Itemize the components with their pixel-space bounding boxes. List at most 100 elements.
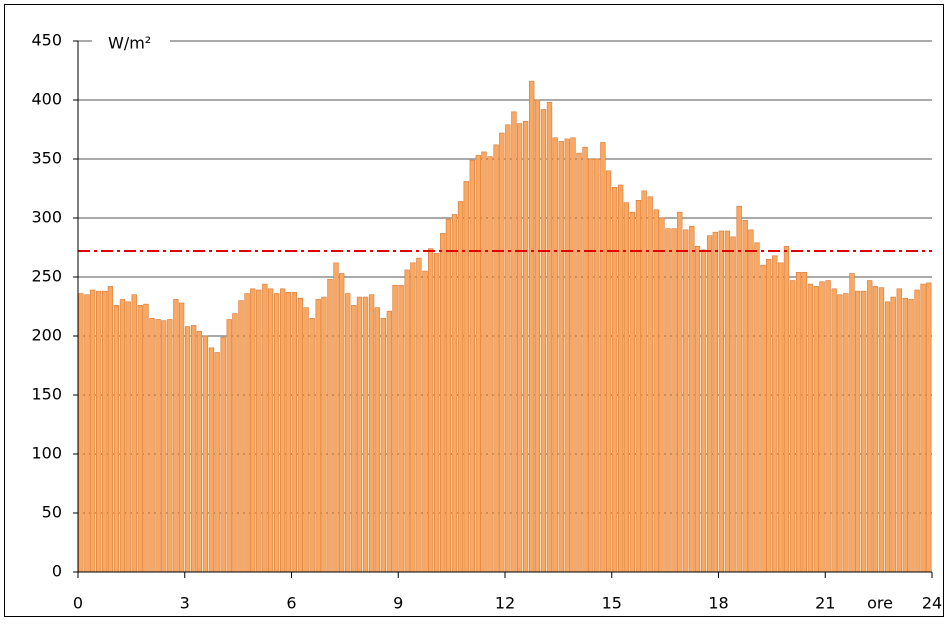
bar (356, 296, 363, 573)
bar (926, 282, 932, 573)
bar (102, 290, 108, 573)
y-tick-label: 350 (31, 149, 62, 168)
bar (683, 229, 689, 573)
y-tick-label: 400 (31, 90, 62, 109)
bar (256, 289, 262, 573)
bar (493, 144, 499, 573)
bar (540, 109, 547, 573)
bar (677, 211, 683, 573)
bar (914, 289, 920, 573)
bar (155, 319, 161, 573)
bar (671, 228, 677, 573)
bar (137, 305, 143, 573)
bar (250, 288, 256, 573)
bar (410, 262, 416, 573)
bar (481, 151, 487, 573)
x-axis-label: ore (867, 594, 893, 613)
bar (339, 273, 345, 573)
x-tick-label: 24 (922, 594, 942, 613)
bar (570, 137, 576, 573)
bar (167, 319, 173, 573)
y-tick-label: 100 (31, 444, 62, 463)
bar (173, 299, 179, 573)
bar (801, 271, 807, 573)
y-tick-label: 300 (31, 208, 62, 227)
bar (149, 317, 155, 573)
x-tick-label: 6 (286, 594, 296, 613)
bar (712, 231, 718, 573)
bar (890, 296, 896, 573)
bar (202, 335, 209, 573)
bar (487, 156, 493, 573)
bar (351, 305, 357, 573)
bar (600, 142, 606, 573)
bar (594, 158, 600, 573)
bar (398, 284, 404, 573)
bar (427, 248, 434, 573)
bar (297, 297, 304, 573)
bar (368, 294, 375, 573)
bar (362, 296, 369, 573)
bar (303, 307, 309, 573)
bar (161, 320, 167, 573)
bar (522, 120, 529, 573)
bar (908, 299, 914, 573)
bar (226, 319, 232, 573)
bar (469, 159, 475, 573)
bar (920, 283, 926, 573)
bar (813, 286, 820, 573)
x-tick-label: 15 (602, 594, 622, 613)
bar (611, 187, 618, 573)
bar (772, 255, 778, 573)
bar (113, 305, 120, 573)
x-tick-label: 18 (708, 594, 728, 613)
bar (125, 301, 131, 573)
bar (315, 299, 321, 573)
bar (819, 281, 825, 573)
bar (576, 152, 582, 573)
bar (564, 138, 570, 573)
x-tick-label: 3 (180, 594, 190, 613)
bar (505, 124, 511, 573)
bar (653, 209, 659, 573)
bar (333, 262, 339, 573)
bar (422, 270, 428, 573)
y-tick-label: 250 (31, 267, 62, 286)
bar (208, 347, 215, 573)
bar (184, 326, 191, 573)
bar (416, 257, 422, 573)
bar (89, 289, 96, 573)
bar (635, 200, 642, 573)
bar (778, 262, 784, 573)
y-tick-label: 200 (31, 326, 62, 345)
x-tick-label: 21 (815, 594, 835, 613)
bar (902, 297, 908, 573)
bar (878, 287, 885, 573)
bar (849, 273, 855, 573)
bar (724, 230, 731, 573)
bar (457, 201, 464, 573)
bar (582, 146, 588, 573)
bar (854, 290, 861, 573)
bar (386, 310, 393, 573)
bar (220, 336, 226, 573)
bar (843, 293, 849, 573)
bar (700, 249, 707, 573)
bar (291, 292, 298, 573)
bar (867, 280, 873, 573)
bar (190, 325, 197, 573)
x-tick-label: 9 (393, 594, 403, 613)
bar (380, 317, 386, 573)
bar (617, 184, 624, 573)
bar (718, 230, 725, 573)
bar (321, 296, 327, 573)
bar (659, 217, 665, 573)
bar (178, 302, 185, 573)
bar (107, 286, 114, 573)
bar (267, 288, 274, 573)
bar (499, 132, 505, 573)
y-label-box (92, 30, 170, 56)
bar (825, 280, 831, 573)
bar (273, 293, 280, 573)
